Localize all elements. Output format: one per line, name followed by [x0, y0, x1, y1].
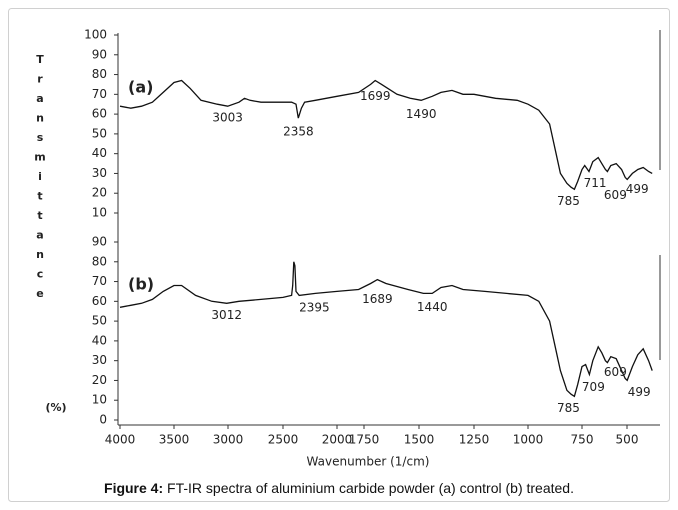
y-axis-label-letter: a	[36, 229, 43, 242]
y-axis-label-letter: n	[36, 248, 44, 261]
y-tick-label: 70	[92, 274, 107, 288]
y-axis-label-letter: n	[36, 112, 44, 125]
y-tick-label: 30	[92, 166, 107, 180]
peak-label: 1699	[360, 89, 391, 103]
y-tick-label: 90	[92, 235, 107, 249]
peak-label: 709	[582, 380, 605, 394]
y-tick-label: 0	[99, 413, 107, 427]
y-axis-label-letter: r	[37, 73, 43, 86]
panel-label: (b)	[128, 275, 154, 294]
x-tick-label: 4000	[105, 433, 136, 447]
x-tick-label: 1750	[349, 433, 380, 447]
panel-label: (a)	[128, 78, 153, 97]
peak-label: 1689	[362, 292, 393, 306]
y-axis-label-letter: t	[37, 190, 42, 203]
y-tick-label: 10	[92, 206, 107, 220]
y-axis-label-letter: t	[37, 209, 42, 222]
x-tick-label: 2500	[268, 433, 299, 447]
y-tick-label: 60	[92, 107, 107, 121]
x-tick-label: 3500	[159, 433, 190, 447]
x-tick-label: 1500	[404, 433, 435, 447]
peak-label: 499	[628, 385, 651, 399]
y-tick-label: 40	[92, 146, 107, 160]
y-tick-label: 50	[92, 126, 107, 140]
peak-label: 1490	[406, 107, 437, 121]
y-tick-label: 20	[92, 186, 107, 200]
peak-label: 2395	[299, 300, 330, 314]
x-tick-label: 1000	[513, 433, 544, 447]
x-tick-label: 3000	[213, 433, 244, 447]
y-axis-label-letter: c	[37, 268, 44, 281]
y-tick-label: 90	[92, 47, 107, 61]
peak-label: 3003	[212, 111, 243, 125]
figure-frame	[8, 8, 670, 502]
y-axis-label-letter: s	[37, 131, 44, 144]
peak-label: 785	[557, 194, 580, 208]
y-tick-label: 10	[92, 393, 107, 407]
x-tick-label: 500	[616, 433, 639, 447]
spectrum-line	[119, 79, 653, 191]
peak-label: 3012	[211, 308, 242, 322]
y-axis-label-letter: T	[36, 53, 44, 66]
peak-label: 2358	[283, 125, 314, 139]
y-axis-label-letter: a	[36, 92, 43, 105]
y-tick-label: 70	[92, 87, 107, 101]
y-tick-label: 30	[92, 353, 107, 367]
y-tick-label: 40	[92, 333, 107, 347]
x-axis-label: Wavenumber (1/cm)	[307, 455, 430, 469]
peak-label: 785	[557, 401, 580, 415]
y-axis-label-letter: i	[38, 170, 42, 183]
y-axis-label-letter: m	[34, 151, 45, 164]
caption: Figure 4: FT-IR spectra of aluminium car…	[104, 480, 574, 496]
x-tick-label: 750	[571, 433, 594, 447]
peak-label: 609	[604, 365, 627, 379]
peak-label: 609	[604, 188, 627, 202]
y-tick-label: 80	[92, 254, 107, 268]
y-tick-label: 20	[92, 373, 107, 387]
peak-label: 499	[626, 182, 649, 196]
y-tick-label: 60	[92, 294, 107, 308]
y-axis-label-letter: e	[36, 287, 43, 300]
y-tick-label: 80	[92, 67, 107, 81]
y-tick-label: 50	[92, 314, 107, 328]
y-axis-unit: (%)	[45, 401, 66, 414]
y-tick-label: 100	[84, 28, 107, 42]
x-tick-label: 1250	[459, 433, 490, 447]
spectrum-line	[119, 261, 653, 398]
caption-label: Figure 4:	[104, 480, 163, 496]
caption-text: FT-IR spectra of aluminium carbide powde…	[167, 480, 574, 496]
peak-label: 711	[584, 176, 607, 190]
peak-label: 1440	[417, 300, 448, 314]
x-tick-label: 2000	[322, 433, 353, 447]
